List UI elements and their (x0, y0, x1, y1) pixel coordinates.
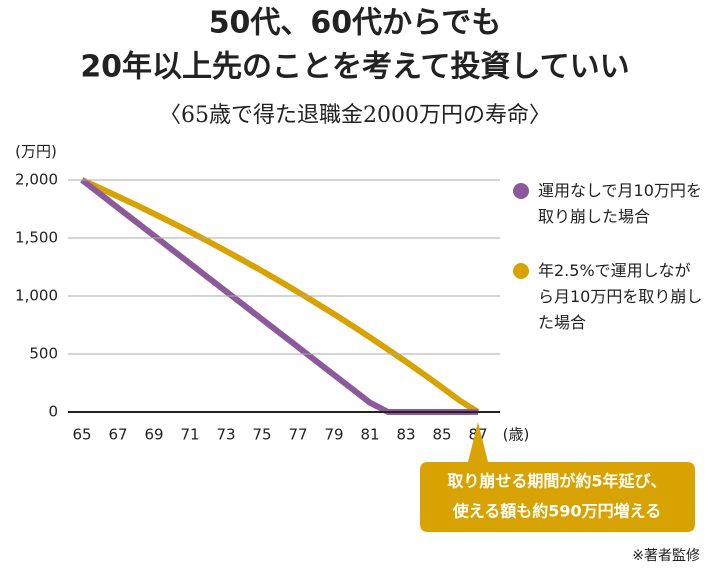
x-tick-label: 71 (180, 426, 199, 444)
x-tick-label: 77 (288, 426, 307, 444)
y-tick-label: 1,000 (15, 287, 58, 305)
x-tick-label: 85 (432, 426, 451, 444)
x-tick-label: 81 (360, 426, 379, 444)
chart-title: 50代、60代からでも (209, 6, 502, 41)
y-axis-label: (万円) (15, 143, 57, 161)
legend-marker (513, 183, 529, 199)
x-tick-label: 79 (324, 426, 343, 444)
chart-title: 20年以上先のことを考えて投資していい (80, 50, 629, 85)
x-tick-label: 67 (108, 426, 127, 444)
y-tick-label: 0 (48, 403, 58, 421)
callout-box (420, 422, 695, 532)
x-tick-label: 73 (216, 426, 235, 444)
y-tick-label: 2,000 (15, 171, 58, 189)
legend-label: 年2.5%で運用しながら月10万円を取り崩した場合 (538, 261, 703, 332)
legend-label: 運用なしで月10万円を取り崩した場合 (538, 181, 702, 226)
annotation: 取り崩せる期間が約5年延び、 (447, 472, 666, 491)
x-tick-label: 69 (144, 426, 163, 444)
x-axis-label: (歳) (503, 426, 530, 444)
y-tick-label: 500 (29, 345, 58, 363)
note: ※著者監修 (632, 547, 700, 564)
x-tick-label: 75 (252, 426, 271, 444)
series-line (80, 177, 480, 415)
x-tick-label: 65 (72, 426, 91, 444)
x-tick-label: 83 (396, 426, 415, 444)
chart-subtitle: 〈65歳で得た退職金2000万円の寿命〉 (159, 103, 551, 128)
legend-marker (513, 263, 529, 279)
annotation: 使える額も約590万円増える (452, 502, 661, 521)
y-tick-label: 1,500 (15, 229, 58, 247)
